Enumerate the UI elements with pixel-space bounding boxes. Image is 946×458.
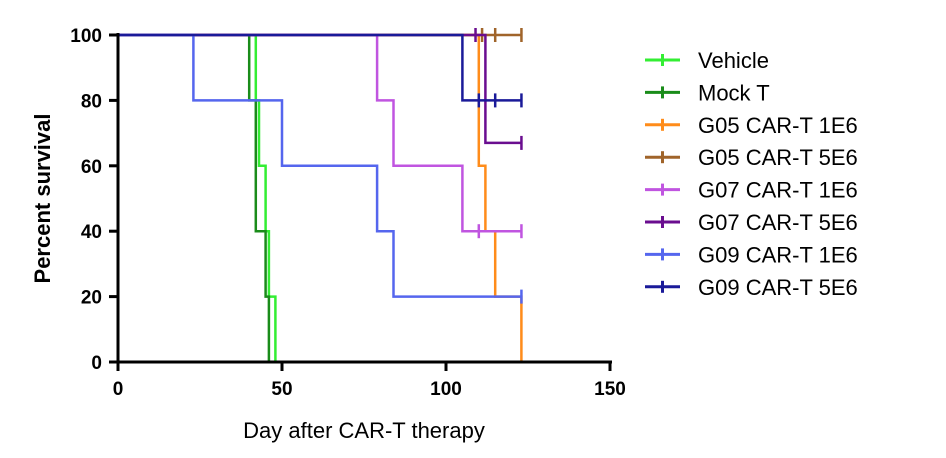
legend-item-g07-car-t-5e6: G07 CAR-T 5E6 (645, 210, 858, 235)
legend-item-g09-car-t-5e6: G09 CAR-T 5E6 (645, 275, 858, 300)
y-axis-title: Percent survival (30, 114, 55, 284)
legend: Vehicle Mock T G05 CAR-T 1E6 G05 CAR-T 5E6 G… (645, 48, 858, 300)
series-line-g07-car-t-5e6 (118, 33, 522, 145)
legend-label: G05 CAR-T 5E6 (698, 145, 858, 170)
series-line-g05-car-t-1e6 (118, 33, 523, 362)
legend-label: G07 CAR-T 1E6 (698, 178, 858, 203)
series-line-g09-car-t-5e6 (118, 33, 522, 102)
x-tick-label: 0 (113, 379, 124, 400)
legend-label: G09 CAR-T 1E6 (698, 242, 858, 267)
legend-item-g05-car-t-5e6: G05 CAR-T 5E6 (645, 145, 858, 170)
legend-label: Mock T (698, 80, 770, 105)
series-line-mock-t (118, 33, 271, 362)
y-tick-label: 60 (81, 157, 102, 178)
legend-label: G07 CAR-T 5E6 (698, 210, 858, 235)
x-axis-title: Day after CAR-T therapy (243, 418, 485, 443)
series-line-vehicle (118, 33, 277, 362)
x-tick-label: 50 (271, 379, 292, 400)
series-line-g09-car-t-1e6 (118, 33, 522, 298)
series-line-g07-car-t-1e6 (118, 33, 522, 233)
axes: 0 20 40 60 80 100 0 50 100 150 (70, 26, 626, 400)
y-tick-label: 80 (81, 91, 102, 112)
legend-item-g05-car-t-1e6: G05 CAR-T 1E6 (645, 113, 858, 138)
legend-label: G05 CAR-T 1E6 (698, 113, 858, 138)
legend-item-g09-car-t-1e6: G09 CAR-T 1E6 (645, 242, 858, 267)
y-tick-label: 20 (81, 288, 102, 309)
y-tick-label: 0 (91, 353, 102, 374)
x-tick-label: 100 (430, 379, 462, 400)
plot-area (118, 28, 523, 362)
y-tick-label: 40 (81, 222, 102, 243)
legend-item-g07-car-t-1e6: G07 CAR-T 1E6 (645, 178, 858, 203)
legend-item-vehicle: Vehicle (645, 48, 769, 73)
legend-label: Vehicle (698, 48, 769, 73)
legend-item-mock-t: Mock T (645, 80, 770, 105)
x-tick-label: 150 (594, 379, 626, 400)
legend-label: G09 CAR-T 5E6 (698, 275, 858, 300)
y-tick-label: 100 (70, 26, 102, 47)
